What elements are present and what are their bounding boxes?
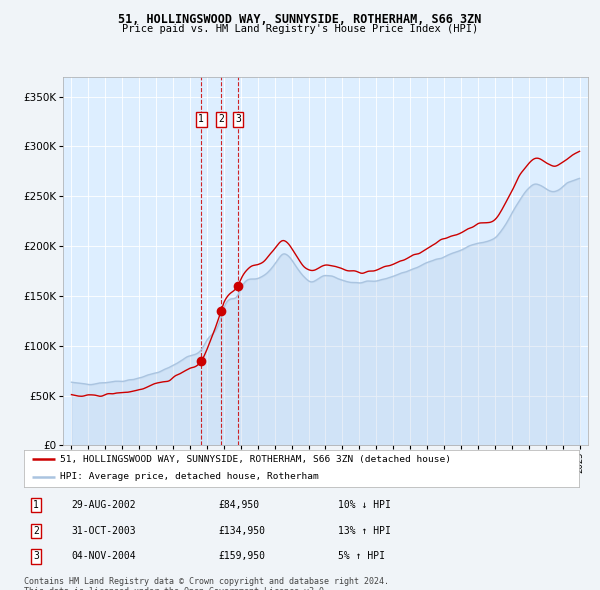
Text: 5% ↑ HPI: 5% ↑ HPI bbox=[338, 552, 385, 562]
Text: 51, HOLLINGSWOOD WAY, SUNNYSIDE, ROTHERHAM, S66 3ZN: 51, HOLLINGSWOOD WAY, SUNNYSIDE, ROTHERH… bbox=[118, 13, 482, 26]
Text: 2: 2 bbox=[218, 114, 224, 124]
Text: HPI: Average price, detached house, Rotherham: HPI: Average price, detached house, Roth… bbox=[60, 472, 319, 481]
Text: 1: 1 bbox=[198, 114, 204, 124]
Text: 1: 1 bbox=[33, 500, 39, 510]
Text: 13% ↑ HPI: 13% ↑ HPI bbox=[338, 526, 391, 536]
Text: 51, HOLLINGSWOOD WAY, SUNNYSIDE, ROTHERHAM, S66 3ZN (detached house): 51, HOLLINGSWOOD WAY, SUNNYSIDE, ROTHERH… bbox=[60, 455, 451, 464]
Text: £84,950: £84,950 bbox=[218, 500, 259, 510]
Text: Contains HM Land Registry data © Crown copyright and database right 2024.
This d: Contains HM Land Registry data © Crown c… bbox=[24, 577, 389, 590]
Text: 04-NOV-2004: 04-NOV-2004 bbox=[71, 552, 136, 562]
Text: £159,950: £159,950 bbox=[218, 552, 265, 562]
Text: 3: 3 bbox=[235, 114, 241, 124]
Text: 31-OCT-2003: 31-OCT-2003 bbox=[71, 526, 136, 536]
Text: 29-AUG-2002: 29-AUG-2002 bbox=[71, 500, 136, 510]
Text: 3: 3 bbox=[33, 552, 39, 562]
Text: Price paid vs. HM Land Registry's House Price Index (HPI): Price paid vs. HM Land Registry's House … bbox=[122, 24, 478, 34]
Text: £134,950: £134,950 bbox=[218, 526, 265, 536]
Text: 10% ↓ HPI: 10% ↓ HPI bbox=[338, 500, 391, 510]
Text: 2: 2 bbox=[33, 526, 39, 536]
